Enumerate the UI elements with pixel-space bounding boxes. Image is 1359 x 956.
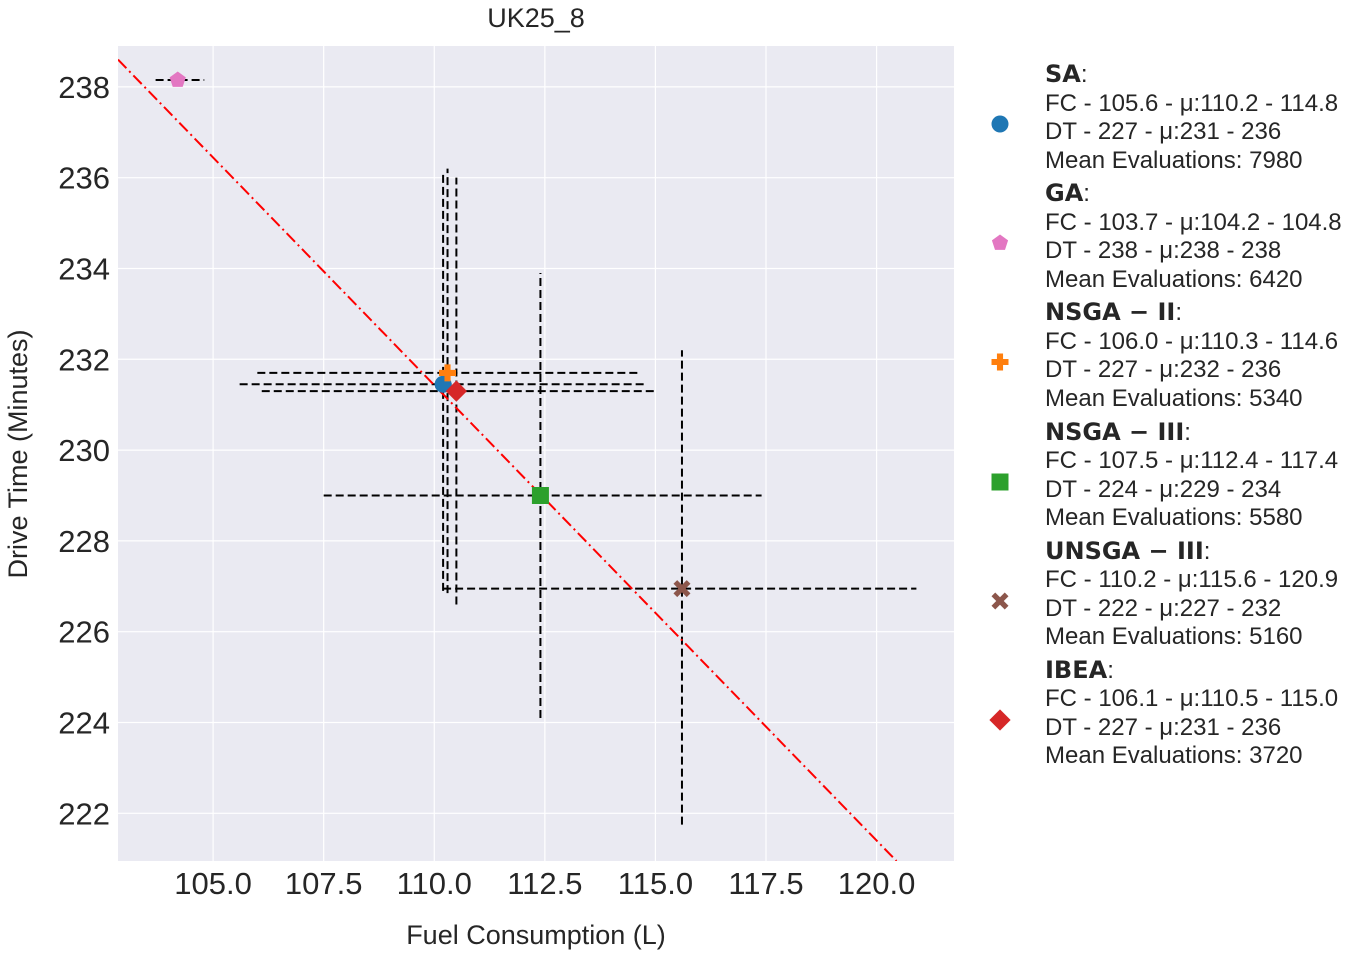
trend-line — [118, 58, 898, 861]
legend-series-name: GA — [1045, 179, 1084, 208]
legend-symbol-sa — [991, 115, 1009, 133]
point-unsga-iii — [673, 580, 691, 598]
grid-lines — [118, 46, 954, 861]
y-tick-label: 228 — [58, 524, 110, 559]
y-tick-label: 222 — [58, 796, 110, 831]
legend-detail-line: DT - 222 - μ:227 - 232 — [1045, 594, 1282, 622]
legend-detail-line: DT - 227 - μ:231 - 236 — [1045, 118, 1282, 145]
legend-marker-nsga-ii — [991, 353, 1009, 371]
legend-entry-ga: GA: FC - 103.7 - μ:104.2 - 104.8 DT - 238 … — [978, 179, 1358, 298]
legend-detail-line: FC - 110.2 - μ:115.6 - 120.9 — [1045, 566, 1339, 594]
x-tick-label: 120.0 — [838, 866, 916, 901]
legend-marker-sa — [991, 115, 1009, 133]
legend-text-ga: GA: FC - 103.7 - μ:104.2 - 104.8 DT - 238 … — [1045, 179, 1342, 294]
legend-series-name: IBEA — [1045, 655, 1108, 684]
x-tick-label: 107.5 — [285, 866, 363, 901]
legend-detail-line: DT - 227 - μ:232 - 236 — [1045, 356, 1282, 384]
legend-marker-nsga-iii — [991, 473, 1009, 491]
legend-detail-line: FC - 103.7 - μ:104.2 - 104.8 — [1045, 208, 1342, 236]
legend-detail-line: FC - 107.5 - μ:112.4 - 117.4 — [1045, 447, 1339, 475]
legend-detail-line: Mean Evaluations: 5340 — [1045, 384, 1303, 412]
legend-marker-unsga-iii — [991, 592, 1009, 610]
x-tick-label: 105.0 — [174, 866, 252, 901]
legend-entry-nsga-ii: NSGA − II: FC - 106.0 - μ:110.3 - 114.6 DT… — [978, 298, 1358, 417]
legend-detail-line: DT - 224 - μ:229 - 234 — [1045, 475, 1282, 503]
legend-title-line: UNSGA − III: — [1045, 536, 1211, 565]
point-ibea — [445, 380, 468, 402]
legend-detail-line: FC - 105.6 - μ:110.2 - 114.8 — [1045, 89, 1339, 117]
legend-entry-ibea: IBEA: FC - 106.1 - μ:110.5 - 115.0 DT - 22… — [978, 656, 1358, 775]
legend-series-name: UNSGA − III — [1045, 536, 1204, 565]
legend-detail-line: Mean Evaluations: 3720 — [1045, 742, 1303, 770]
x-tick-label: 110.0 — [397, 866, 472, 901]
legend-detail-line: Mean Evaluations: 5160 — [1045, 623, 1303, 651]
point-nsga-iii — [531, 486, 549, 504]
legend-symbol-ga — [991, 234, 1009, 251]
point-unsga-iii-stroke — [673, 580, 691, 598]
legend-text-nsga-ii: NSGA − II: FC - 106.0 - μ:110.3 - 114.6 DT… — [1045, 298, 1338, 413]
legend-series-name: NSGA − II — [1045, 298, 1176, 327]
y-axis-title: Drive Time (Minutes) — [3, 329, 33, 578]
legend-symbol-ibea — [989, 709, 1011, 731]
x-axis-title: Fuel Consumption (L) — [406, 920, 666, 950]
y-tick-label: 234 — [58, 251, 110, 286]
legend: SA: FC - 105.6 - μ:110.2 - 114.8 DT - 227 … — [978, 60, 1358, 775]
legend-text-unsga-iii: UNSGA − III: FC - 110.2 - μ:115.6 - 120.9… — [1045, 537, 1338, 652]
legend-text-nsga-iii: NSGA − III: FC - 107.5 - μ:112.4 - 117.4 D… — [1045, 418, 1338, 533]
legend-title-line: NSGA − II: — [1045, 298, 1182, 327]
y-tick-label: 224 — [58, 706, 110, 741]
point-nsga-ii — [439, 364, 457, 382]
chart-title: UK25_8 — [487, 3, 585, 33]
legend-symbol-nsga-iii — [991, 473, 1009, 491]
legend-detail-line: DT - 227 - μ:231 - 236 — [1045, 713, 1282, 741]
error-bars — [155, 79, 917, 825]
legend-detail-line: FC - 106.0 - μ:110.3 - 114.6 — [1045, 327, 1339, 355]
legend-series-name: SA — [1045, 60, 1081, 88]
legend-text-ibea: IBEA: FC - 106.1 - μ:110.5 - 115.0 DT - 22… — [1045, 656, 1338, 771]
plot-background — [118, 46, 954, 861]
y-tick-label: 226 — [58, 615, 110, 650]
y-tick-label: 238 — [58, 70, 110, 105]
y-tick-label: 236 — [58, 161, 110, 196]
legend-symbol-unsga-iii-stroke — [991, 592, 1009, 610]
y-tick-labels: 222 224 226 228 230 232 234 236 238 — [58, 70, 110, 831]
legend-marker-ibea — [989, 709, 1011, 731]
legend-title-line: SA: — [1045, 60, 1088, 88]
legend-detail-line: DT - 238 - μ:238 - 238 — [1045, 237, 1282, 265]
legend-entry-unsga-iii: UNSGA − III: FC - 110.2 - μ:115.6 - 120.9… — [978, 537, 1358, 656]
legend-symbol-nsga-ii — [991, 353, 1009, 371]
legend-entry-nsga-iii: NSGA − III: FC - 107.5 - μ:112.4 - 117.4 D… — [978, 418, 1358, 537]
legend-detail-line: Mean Evaluations: 6420 — [1045, 265, 1303, 293]
legend-title-line: GA: — [1045, 179, 1090, 208]
legend-detail-line: FC - 106.1 - μ:110.5 - 115.0 — [1045, 685, 1339, 713]
y-tick-label: 230 — [58, 433, 110, 468]
y-tick-label: 232 — [58, 342, 110, 377]
legend-entry-sa: SA: FC - 105.6 - μ:110.2 - 114.8 DT - 227 … — [978, 60, 1358, 179]
x-tick-label: 112.5 — [507, 866, 582, 901]
data-points — [169, 71, 691, 598]
legend-text-sa: SA: FC - 105.6 - μ:110.2 - 114.8 DT - 227 … — [1045, 60, 1338, 175]
x-tick-label: 115.0 — [618, 866, 693, 901]
x-tick-label: 117.5 — [728, 866, 803, 901]
legend-series-name: NSGA − III — [1045, 417, 1185, 446]
legend-marker-ga — [991, 234, 1009, 251]
trend-line-path — [118, 58, 898, 861]
legend-symbol-unsga-iii — [991, 592, 1009, 610]
x-tick-labels: 105.0 107.5 110.0 112.5 115.0 117.5 120.0 — [174, 866, 915, 901]
legend-title-line: IBEA: — [1045, 655, 1114, 684]
legend-title-line: NSGA − III: — [1045, 417, 1191, 446]
legend-detail-line: Mean Evaluations: 7980 — [1045, 146, 1303, 174]
point-ga — [169, 71, 186, 87]
legend-detail-line: Mean Evaluations: 5580 — [1045, 504, 1303, 532]
